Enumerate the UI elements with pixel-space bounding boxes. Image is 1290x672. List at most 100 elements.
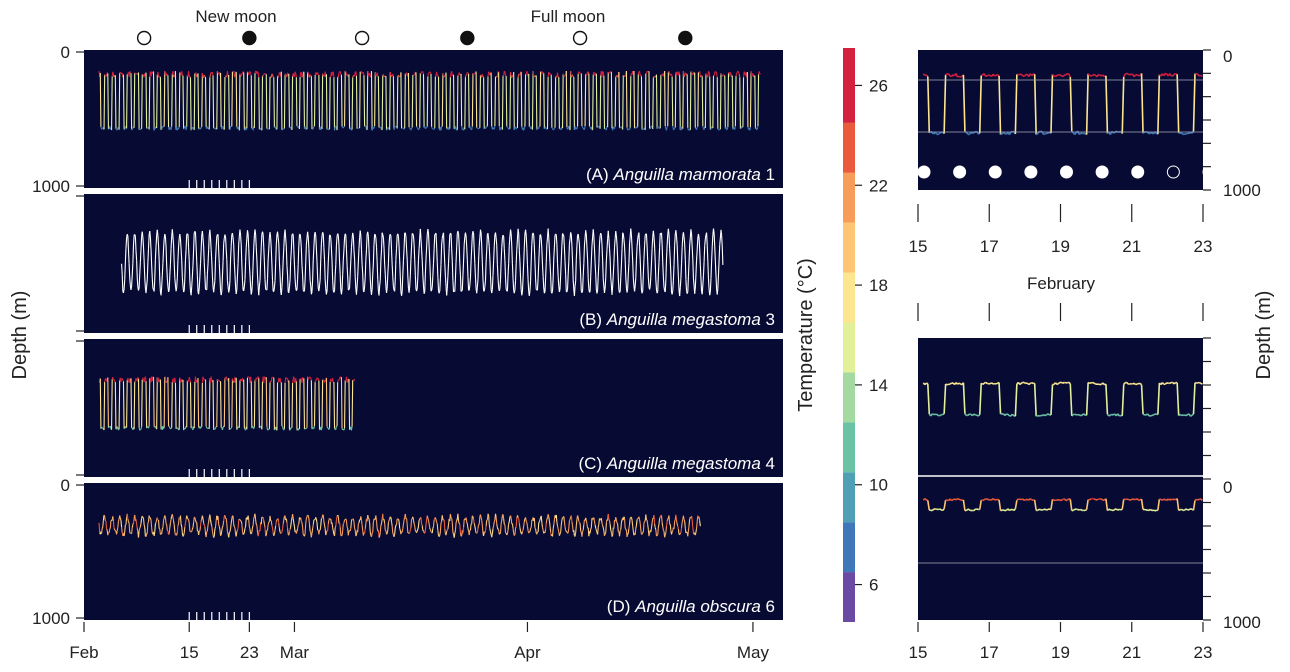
panel-trace: [369, 250, 370, 263]
zoom-x-tick-label: 23: [1194, 643, 1213, 662]
panel-trace: [340, 261, 341, 274]
panel-trace: [264, 377, 265, 383]
panel-trace: [377, 262, 378, 280]
panel-trace: [735, 126, 736, 130]
panel-trace: [611, 530, 612, 532]
panel-trace: [659, 519, 660, 524]
panel-trace: [169, 276, 170, 290]
panel-trace: [128, 519, 129, 522]
panel-trace: [276, 427, 277, 430]
panel-trace: [159, 520, 160, 528]
panel-trace: [620, 127, 621, 128]
panel-trace: [165, 234, 166, 237]
panel-trace: [480, 515, 481, 518]
panel-trace: [448, 524, 449, 529]
panel-trace: [516, 128, 517, 129]
panel-trace: [312, 529, 313, 534]
panel-trace: [155, 259, 156, 279]
panel-trace: [207, 127, 208, 129]
panel-trace: [477, 287, 478, 293]
panel-trace: [524, 128, 525, 130]
panel-trace: [160, 280, 161, 292]
panel-trace: [744, 72, 745, 78]
panel-trace: [557, 522, 558, 526]
panel-trace: [133, 519, 134, 523]
panel-trace: [278, 76, 279, 77]
panel-trace: [703, 126, 704, 128]
panel-trace: [417, 288, 418, 291]
panel-trace: [375, 72, 376, 76]
panel-trace: [565, 75, 566, 76]
panel-trace: [306, 245, 307, 263]
panel-trace: [578, 515, 579, 517]
panel-trace: [304, 378, 305, 429]
panel-trace: [170, 519, 171, 523]
panel-trace: [647, 246, 648, 262]
panel-trace: [458, 231, 459, 234]
panel-trace: [180, 516, 181, 525]
panel-trace: [390, 517, 391, 518]
panel-trace: [527, 522, 528, 526]
panel-trace: [376, 238, 377, 247]
zoom-trace: [1066, 74, 1067, 75]
panel-trace: [618, 524, 619, 532]
panel-trace: [435, 234, 436, 235]
panel-trace: [338, 235, 339, 244]
panel-trace: [600, 75, 601, 128]
panel-trace: [440, 523, 441, 532]
panel-trace: [461, 74, 462, 126]
panel-trace: [115, 75, 116, 128]
panel-trace: [360, 231, 361, 237]
panel-trace: [723, 74, 724, 75]
panel-trace: [165, 237, 166, 247]
panel-trace: [423, 74, 424, 128]
panel-trace: [588, 259, 589, 278]
panel-trace: [181, 249, 182, 260]
panel-trace: [445, 276, 446, 286]
panel-trace: [154, 377, 155, 427]
panel-trace: [472, 235, 473, 248]
panel-trace: [407, 249, 408, 260]
panel-trace: [182, 260, 183, 277]
panel-trace: [652, 237, 653, 248]
panel-trace: [321, 519, 322, 526]
panel-trace: [535, 528, 536, 529]
zoom-trace: [950, 499, 951, 501]
panel-trace: [304, 533, 305, 536]
panel-trace: [455, 262, 456, 279]
panel-trace: [284, 383, 285, 429]
panel-trace: [351, 129, 352, 130]
panel-trace: [270, 232, 271, 238]
panel-trace: [471, 248, 472, 261]
panel-trace: [612, 535, 613, 536]
panel-trace: [251, 291, 252, 294]
zoom-trace: [987, 499, 988, 500]
panel-trace: [244, 280, 245, 287]
panel-trace: [563, 233, 564, 234]
panel-trace: [197, 75, 198, 77]
panel-trace: [566, 531, 567, 532]
panel-trace: [487, 77, 488, 127]
zoom-trace: [1103, 383, 1104, 385]
panel-trace: [418, 260, 419, 277]
panel-trace: [212, 261, 213, 276]
zoom-trace: [992, 383, 993, 384]
panel-trace: [735, 76, 736, 126]
panel-trace: [224, 238, 225, 244]
panel-trace: [214, 536, 215, 538]
panel-trace: [191, 129, 192, 130]
panel-trace: [152, 265, 153, 278]
panel-trace: [307, 72, 308, 129]
panel-trace: [294, 523, 295, 526]
panel-trace: [293, 379, 294, 383]
panel-trace: [189, 523, 190, 531]
panel-trace: [532, 71, 533, 130]
panel-trace: [623, 75, 624, 129]
panel-trace: [482, 74, 483, 76]
panel-trace: [673, 280, 674, 290]
zoom-trace: [1005, 414, 1006, 416]
panel-trace: [626, 277, 627, 288]
panel-trace: [243, 71, 244, 72]
panel-trace: [422, 524, 423, 525]
